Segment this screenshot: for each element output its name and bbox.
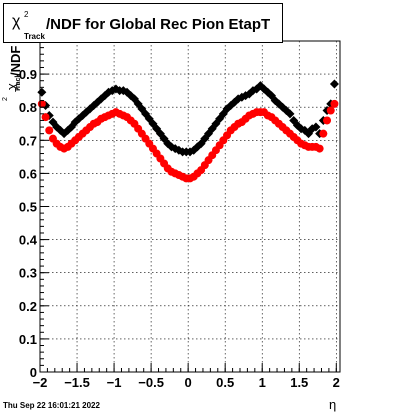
x-tick-label: −1.5: [64, 375, 90, 390]
y-axis-label: /NDF: [8, 45, 23, 76]
x-axis-label: η: [329, 397, 337, 412]
x-tick-label: 0.5: [216, 375, 234, 390]
title-chi-symbol: χ: [12, 13, 21, 30]
series-1-point: [37, 99, 46, 108]
y-tick-label: 0.2: [19, 299, 37, 314]
y-tick-label: 0.9: [19, 67, 37, 82]
series-0-point: [285, 109, 295, 119]
y-tick-label: 0: [30, 365, 37, 380]
y-tick-label: 0.3: [19, 266, 37, 281]
y-tick-label: 0.1: [19, 332, 37, 347]
x-tick-label: −2: [33, 375, 48, 390]
x-tick-label: 1.5: [290, 375, 308, 390]
series-1-point: [45, 126, 54, 135]
series-0-point: [311, 122, 321, 132]
series-1-point: [41, 113, 50, 122]
data-markers: [37, 79, 339, 183]
x-tick-label: 1: [259, 375, 266, 390]
y-axis-label-superscript: 2: [2, 97, 9, 101]
x-tick-label: 0: [185, 375, 192, 390]
chart-title-box: χ 2 Track /NDF for Global Rec Pion EtapT: [3, 3, 283, 43]
series-1-point: [315, 144, 324, 153]
x-tick-label: −1: [107, 375, 122, 390]
chart-title: /NDF for Global Rec Pion EtapT: [46, 16, 271, 33]
axis-ticks: [39, 40, 337, 373]
y-tick-label: 0.5: [19, 200, 37, 215]
timestamp: Thu Sep 22 16:01:21 2022: [3, 401, 100, 410]
series-0-point: [63, 125, 73, 135]
x-tick-label: −0.5: [138, 375, 164, 390]
series-0-point: [37, 87, 47, 97]
title-subscript: Track: [24, 32, 45, 41]
axis-tick-labels: −2 −1.5 −1 −0.5 0 0.5 1 1.5 2 0 0.1 0.2 0.3 0.4 0.5 0.6…: [19, 67, 340, 390]
grid-lines: [39, 41, 340, 373]
title-superscript: 2: [24, 10, 29, 19]
series-1-point: [323, 116, 332, 125]
series-1-point: [319, 129, 328, 138]
x-tick-label: 2: [333, 375, 340, 390]
y-tick-label: 0.7: [19, 133, 37, 148]
y-axis-label-subscript: Track: [15, 73, 22, 92]
series-1-point: [330, 99, 339, 108]
y-tick-label: 0.4: [19, 233, 38, 248]
y-tick-label: 0.6: [19, 166, 37, 181]
y-tick-label: 0.8: [19, 100, 37, 115]
series-1-point: [326, 106, 335, 115]
series-0-point: [329, 79, 339, 89]
